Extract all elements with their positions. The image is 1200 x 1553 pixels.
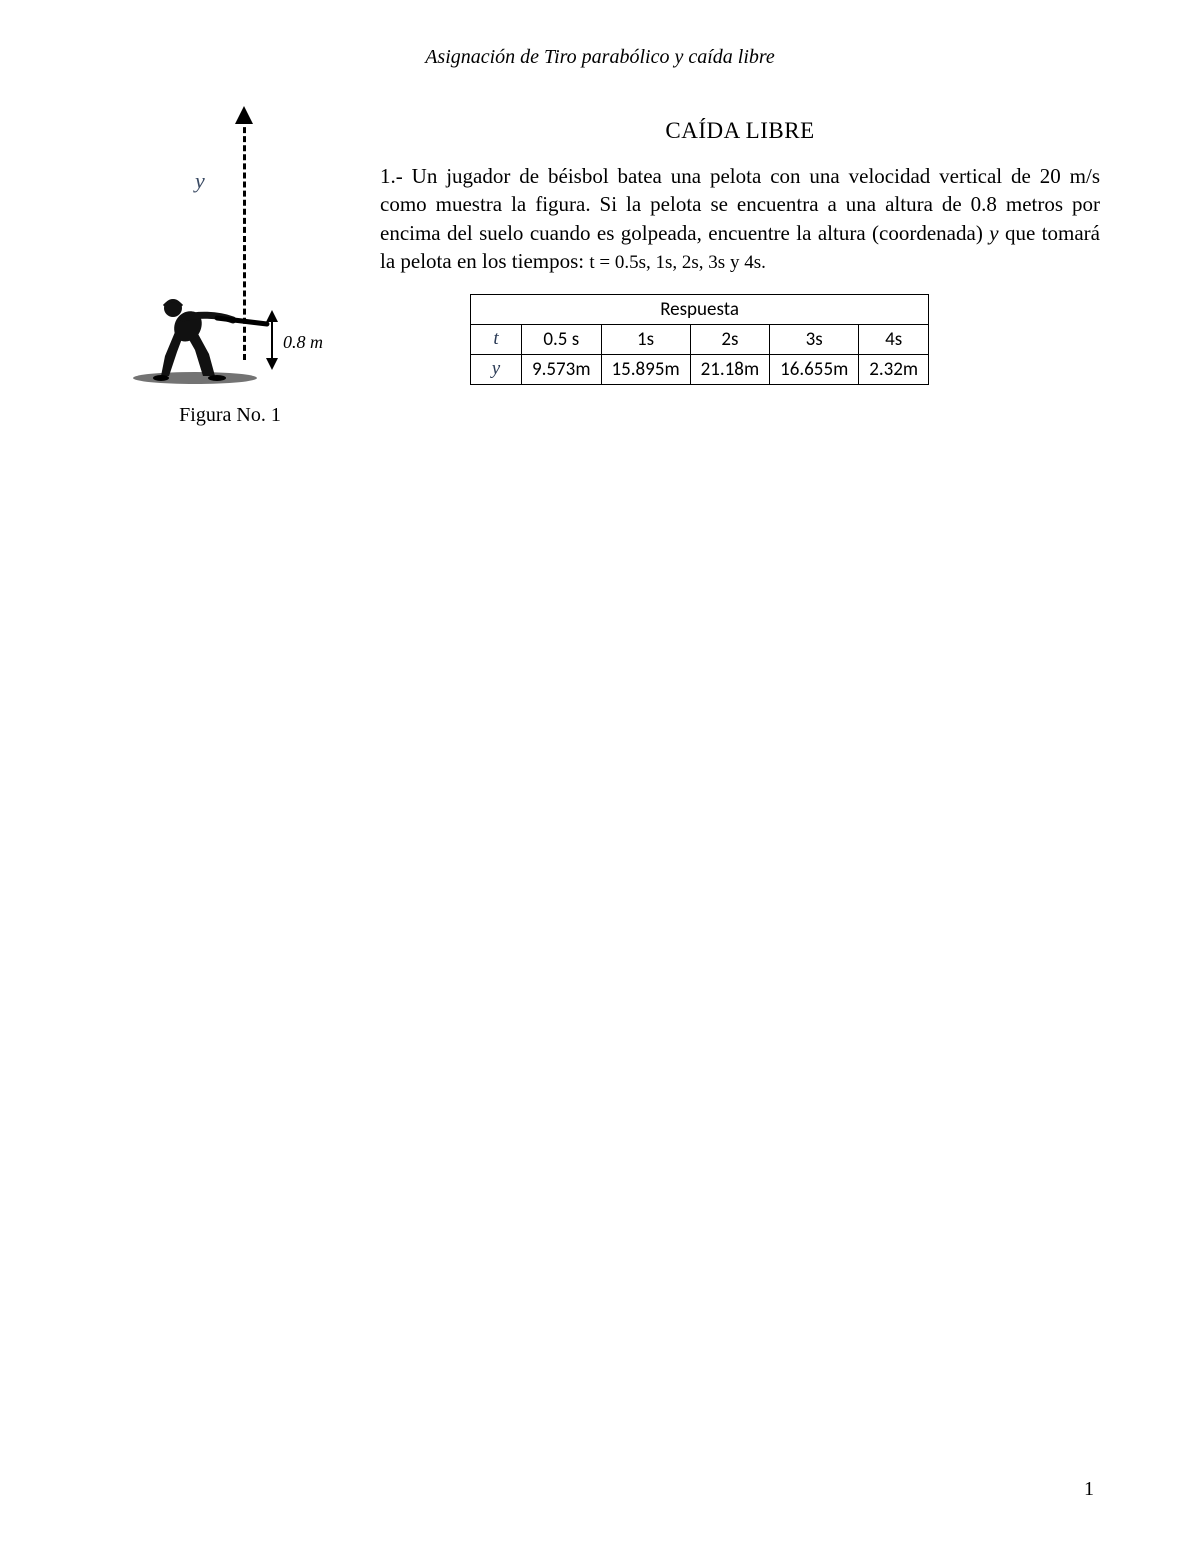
figure-box: y 0.8 m xyxy=(115,110,345,400)
answer-table: Respuesta t 0.5 s 1s 2s 3s 4s y 9.57 xyxy=(470,294,929,385)
row-label-t: t xyxy=(471,324,522,354)
table-title: Respuesta xyxy=(471,294,929,324)
page: Asignación de Tiro parabólico y caída li… xyxy=(0,0,1200,1553)
problem-number: 1.- xyxy=(380,164,403,188)
content-area: y 0.8 m xyxy=(100,110,1100,427)
figure-column: y 0.8 m xyxy=(100,110,360,427)
answer-table-wrap: Respuesta t 0.5 s 1s 2s 3s 4s y 9.57 xyxy=(470,294,1100,385)
height-label: 0.8 m xyxy=(283,332,323,353)
problem-times-expr: t = 0.5s, 1s, 2s, 3s y 4s. xyxy=(589,252,765,273)
t-cell: 1s xyxy=(601,324,690,354)
y-cell: 21.18m xyxy=(690,354,770,384)
y-cell: 9.573m xyxy=(522,354,602,384)
page-header: Asignación de Tiro parabólico y caída li… xyxy=(0,46,1200,69)
problem-var-y: y xyxy=(989,221,998,245)
page-number: 1 xyxy=(1084,1478,1094,1501)
row-label-y: y xyxy=(471,354,522,384)
t-cell: 0.5 s xyxy=(522,324,602,354)
y-cell: 16.655m xyxy=(770,354,859,384)
two-column-layout: y 0.8 m xyxy=(100,110,1100,427)
section-title: CAÍDA LIBRE xyxy=(380,118,1100,144)
t-cell: 4s xyxy=(859,324,929,354)
t-cell: 2s xyxy=(690,324,770,354)
batter-illustration-icon xyxy=(125,292,275,387)
t-cell: 3s xyxy=(770,324,859,354)
y-cell: 15.895m xyxy=(601,354,690,384)
figure-caption: Figura No. 1 xyxy=(179,404,281,427)
problem-statement: 1.- Un jugador de béisbol batea una pelo… xyxy=(380,162,1100,276)
y-cell: 2.32m xyxy=(859,354,929,384)
axis-y-label: y xyxy=(195,168,205,194)
text-column: CAÍDA LIBRE 1.- Un jugador de béisbol ba… xyxy=(380,110,1100,385)
table-row-y: y 9.573m 15.895m 21.18m 16.655m 2.32m xyxy=(471,354,929,384)
table-row-t: t 0.5 s 1s 2s 3s 4s xyxy=(471,324,929,354)
